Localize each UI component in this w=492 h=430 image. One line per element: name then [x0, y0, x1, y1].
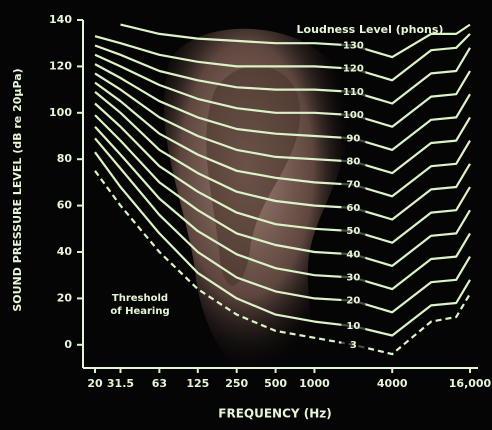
y-tick-label: 140 — [49, 13, 72, 26]
annotation: of Hearing — [110, 306, 169, 317]
curve-label: 50 — [346, 226, 360, 237]
y-tick-label: 20 — [57, 291, 73, 304]
x-tick-label: 4000 — [377, 377, 408, 390]
curve-label: 40 — [346, 249, 360, 260]
curve-label: 130 — [343, 41, 364, 52]
curve-label: 10 — [346, 321, 360, 332]
x-tick-label: 63 — [152, 377, 167, 390]
chart: SOUND PRESSURE LEVEL (dB re 20μPa) FREQU… — [0, 0, 492, 430]
y-tick-label: 100 — [49, 106, 72, 119]
curve-label: 110 — [343, 87, 364, 98]
curve-label: 100 — [343, 110, 364, 121]
x-axis-label: FREQUENCY (Hz) — [218, 407, 332, 421]
curve-label: 20 — [346, 296, 360, 307]
annotation: Threshold — [112, 293, 168, 304]
x-tick-label: 16,000 — [449, 377, 492, 390]
curve-label: 120 — [343, 64, 364, 75]
x-tick-label: 20 — [87, 377, 103, 390]
x-tick-label: 125 — [186, 377, 209, 390]
y-tick-label: 0 — [64, 338, 72, 351]
y-tick-label: 80 — [57, 152, 73, 165]
curve-label: 3 — [350, 340, 357, 351]
y-tick-label: 40 — [57, 245, 73, 258]
y-axis-label: SOUND PRESSURE LEVEL (dB re 20μPa) — [11, 68, 24, 311]
x-tick-label: 250 — [225, 377, 248, 390]
x-tick-label: 31.5 — [107, 377, 134, 390]
x-tick-label: 500 — [264, 377, 287, 390]
x-tick-label: 1000 — [299, 377, 330, 390]
curve-label: 70 — [346, 180, 360, 191]
curve-label: 30 — [346, 273, 360, 284]
curve-label: 60 — [346, 203, 360, 214]
curve-label: 80 — [346, 157, 360, 168]
y-tick-label: 60 — [57, 199, 73, 212]
legend-title: Loudness Level (phons) — [297, 23, 444, 36]
y-tick-label: 120 — [49, 59, 72, 72]
curve-label: 90 — [346, 133, 360, 144]
